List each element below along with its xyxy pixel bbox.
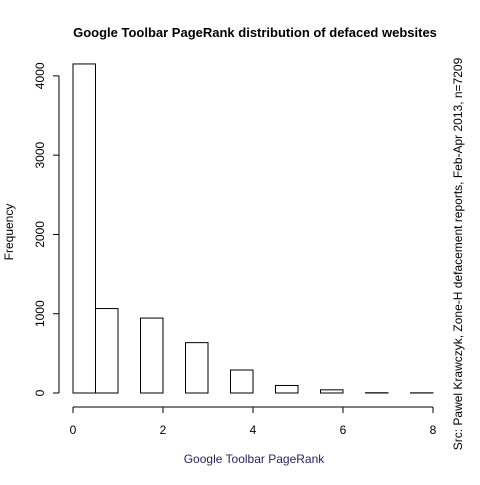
source-note: Src: Pawel Krawczyk, Zone-H defacement r… xyxy=(451,57,465,450)
x-axis-label: Google Toolbar PageRank xyxy=(184,452,326,466)
y-tick-label: 4000 xyxy=(33,62,47,89)
histogram-bar xyxy=(96,309,119,393)
x-tick-label: 2 xyxy=(160,423,167,437)
histogram-bar xyxy=(73,64,96,393)
y-tick-label: 2000 xyxy=(33,221,47,248)
histogram-bar xyxy=(231,370,254,393)
y-tick-label: 3000 xyxy=(33,141,47,168)
x-tick-label: 0 xyxy=(70,423,77,437)
histogram-bar xyxy=(321,390,344,393)
chart-title: Google Toolbar PageRank distribution of … xyxy=(73,25,437,40)
histogram-bar xyxy=(186,343,209,393)
y-tick-label: 1000 xyxy=(33,300,47,327)
histogram-bar xyxy=(141,318,164,393)
x-tick-label: 8 xyxy=(430,423,437,437)
y-tick-label: 0 xyxy=(33,389,47,396)
x-tick-label: 4 xyxy=(250,423,257,437)
x-tick-label: 6 xyxy=(340,423,347,437)
y-axis-label: Frequency xyxy=(2,204,16,261)
histogram-bar xyxy=(276,385,299,393)
